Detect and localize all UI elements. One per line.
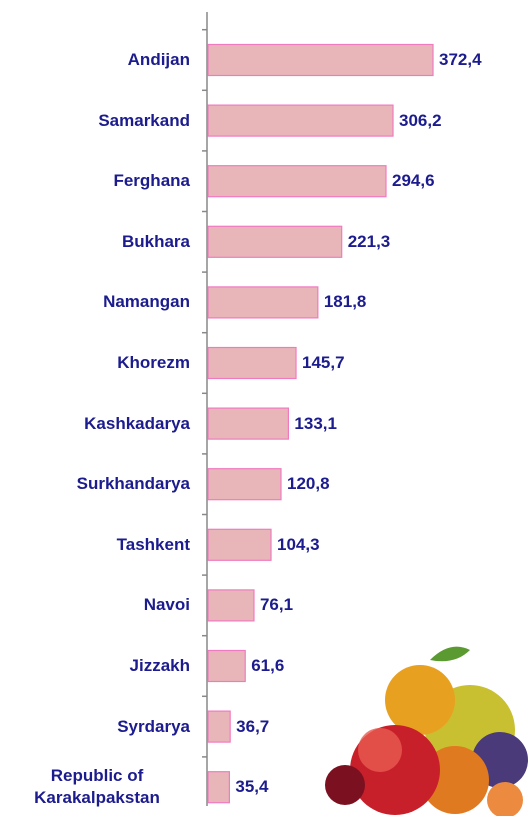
page: Andijan 372,4 Samarkand 306,2 Ferghana 294,6 B…	[0, 0, 531, 816]
category-label: Tashkent	[4, 515, 190, 575]
value-label: 120,8	[287, 473, 330, 495]
value-label: 306,2	[399, 110, 442, 132]
bar	[208, 408, 288, 439]
bar	[208, 105, 393, 136]
category-label: Andijan	[4, 30, 190, 90]
bar	[208, 45, 433, 76]
bar	[208, 711, 230, 742]
value-label: 76,1	[260, 594, 293, 616]
bar	[208, 287, 318, 318]
value-label: 221,3	[348, 231, 391, 253]
category-label: Republic of Karakalpakstan	[4, 757, 190, 816]
category-label: Surkhandarya	[4, 454, 190, 514]
bar	[208, 529, 271, 560]
value-label: 104,3	[277, 534, 320, 556]
bar	[208, 590, 254, 621]
value-label: 133,1	[294, 413, 337, 435]
bar	[208, 469, 281, 500]
value-label: 181,8	[324, 291, 367, 313]
value-label: 145,7	[302, 352, 345, 374]
category-label: Syrdarya	[4, 697, 190, 757]
value-label: 294,6	[392, 170, 435, 192]
category-label: Khorezm	[4, 333, 190, 393]
category-label: Samarkand	[4, 91, 190, 151]
bar	[208, 226, 342, 257]
value-label: 61,6	[251, 655, 284, 677]
value-label: 35,4	[235, 776, 268, 798]
value-label: 372,4	[439, 49, 482, 71]
value-label: 36,7	[236, 716, 269, 738]
category-label: Kashkadarya	[4, 394, 190, 454]
category-label: Jizzakh	[4, 636, 190, 696]
category-label: Ferghana	[4, 151, 190, 211]
category-label: Bukhara	[4, 212, 190, 272]
bar	[208, 651, 245, 682]
fruit-decoration	[325, 647, 528, 816]
bar	[208, 772, 229, 803]
category-label: Navoi	[4, 575, 190, 635]
category-label: Namangan	[4, 272, 190, 332]
bar	[208, 166, 386, 197]
bar	[208, 348, 296, 379]
